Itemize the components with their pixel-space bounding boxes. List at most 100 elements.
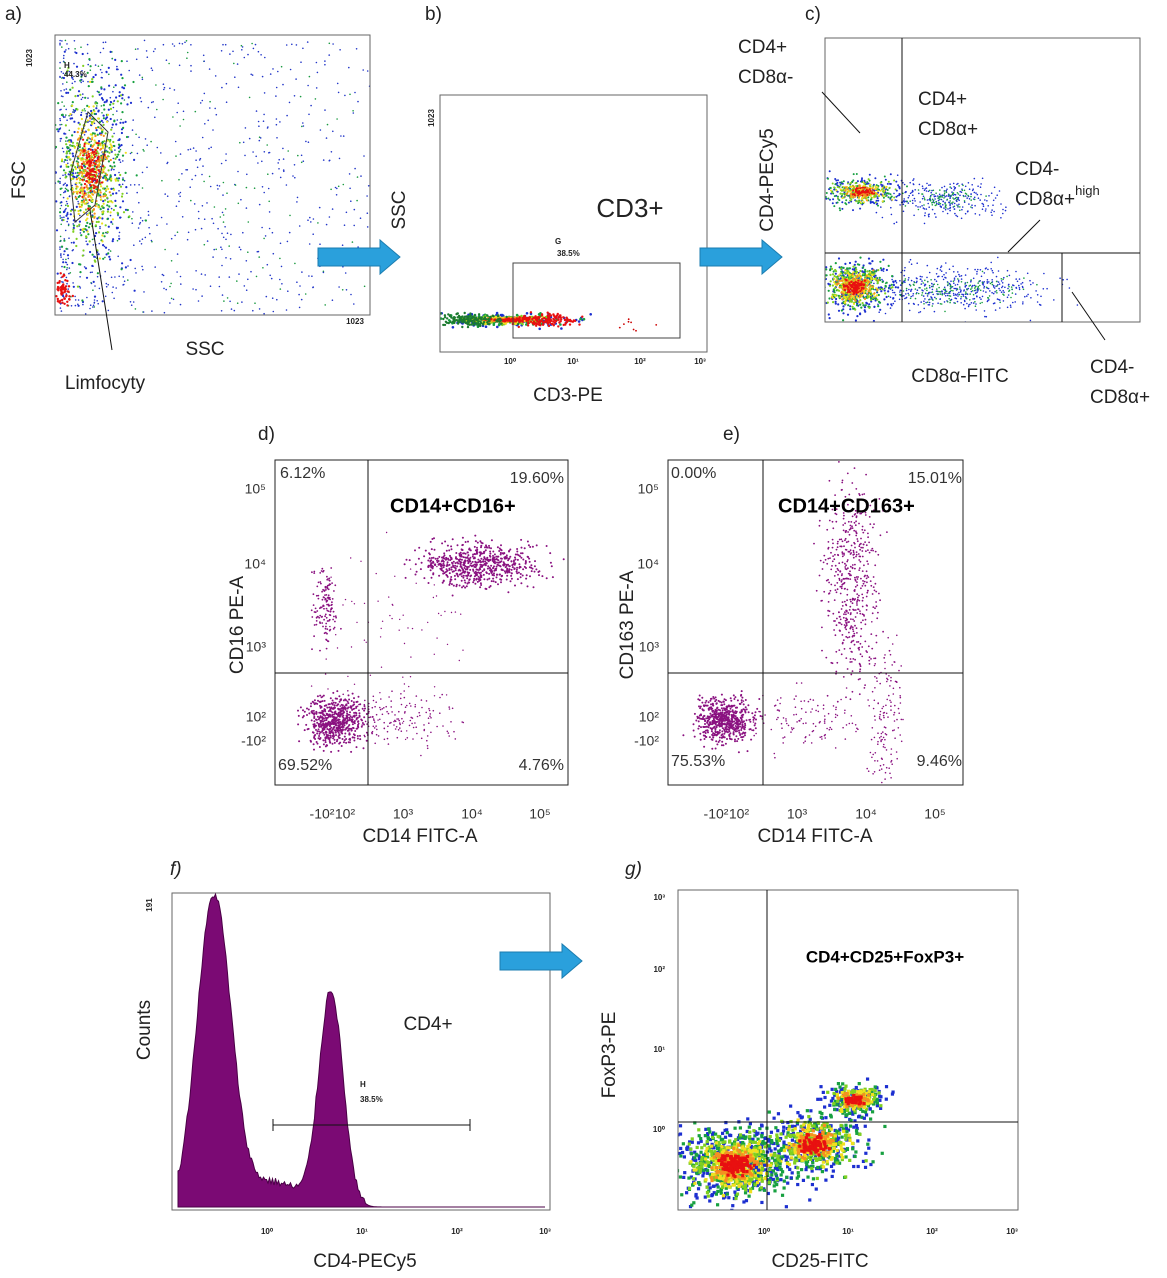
event-dot [532, 316, 536, 319]
event-dot [87, 150, 90, 153]
event-dot [68, 298, 71, 301]
event-dot [87, 195, 90, 198]
event-dot [931, 198, 934, 201]
event-dot [112, 188, 116, 191]
event-dot [477, 322, 480, 325]
event-dot [848, 267, 852, 270]
event-dot [78, 205, 81, 208]
event-dot [904, 266, 906, 269]
event-dot [950, 195, 952, 197]
event-dot [112, 113, 114, 116]
event-dot [849, 287, 852, 291]
event-dot [75, 187, 78, 190]
event-dot [357, 100, 359, 103]
event-dot [300, 298, 303, 301]
event-dot [64, 116, 66, 118]
event-dot [71, 101, 74, 104]
event-dot [93, 302, 96, 304]
event-dot [92, 120, 95, 123]
event-dot [62, 258, 64, 261]
event-dot [807, 292, 809, 294]
event-dot [154, 266, 156, 268]
event-dot [939, 198, 941, 200]
event-dot [495, 311, 499, 315]
event-dot [866, 199, 869, 202]
event-dot [89, 117, 92, 120]
event-dot [75, 28, 77, 30]
event-dot [99, 227, 101, 230]
event-dot [899, 204, 901, 206]
event-dot [849, 308, 852, 311]
event-dot [91, 122, 94, 125]
event-dot [225, 159, 227, 162]
event-dot [822, 206, 824, 208]
event-dot [247, 53, 249, 56]
event-dot [109, 174, 112, 177]
event-dot [334, 186, 337, 189]
event-dot [849, 283, 852, 286]
event-dot [251, 74, 254, 76]
event-dot [97, 126, 100, 129]
event-dot [856, 315, 859, 318]
event-dot [940, 205, 942, 208]
event-dot [917, 206, 919, 208]
event-dot [255, 110, 258, 112]
event-dot [105, 149, 107, 152]
event-dot [66, 189, 70, 192]
event-dot [116, 226, 119, 229]
event-dot [943, 190, 946, 192]
event-dot [121, 111, 124, 114]
event-dot [118, 231, 121, 234]
event-dot [844, 282, 847, 285]
event-dot [186, 51, 189, 54]
event-dot [841, 298, 844, 301]
event-dot [943, 192, 946, 194]
event-dot [114, 276, 116, 278]
event-dot [831, 202, 834, 205]
event-dot [895, 221, 898, 223]
event-dot [857, 282, 860, 285]
event-dot [72, 111, 74, 113]
event-dot [98, 162, 101, 166]
event-dot [72, 155, 75, 158]
event-dot [132, 119, 134, 121]
event-dot [133, 244, 135, 246]
event-dot [854, 266, 857, 269]
event-dot [66, 204, 70, 208]
event-dot [91, 168, 94, 171]
event-dot [237, 86, 240, 89]
event-dot [949, 204, 951, 207]
event-dot [865, 301, 868, 304]
event-dot [78, 203, 81, 206]
event-dot [875, 294, 879, 297]
event-dot [107, 252, 110, 255]
event-dot [68, 152, 71, 155]
event-dot [864, 310, 867, 313]
event-dot [852, 265, 855, 268]
event-dot [86, 43, 89, 46]
event-dot [864, 186, 867, 189]
event-dot [122, 87, 126, 90]
event-dot [119, 148, 122, 151]
event-dot [119, 216, 122, 219]
event-dot [348, 173, 351, 175]
event-dot [89, 65, 92, 68]
event-dot [146, 56, 149, 58]
event-dot [307, 84, 309, 87]
event-dot [163, 86, 166, 89]
event-dot [127, 96, 130, 99]
event-dot [91, 95, 94, 98]
event-dot [93, 187, 96, 190]
event-dot [200, 273, 203, 275]
event-dot [505, 315, 508, 319]
event-dot [330, 151, 333, 153]
event-dot [862, 304, 865, 307]
event-dot [76, 162, 79, 165]
event-dot [841, 201, 844, 204]
event-dot [65, 214, 68, 217]
event-dot [839, 188, 842, 191]
event-dot [60, 256, 62, 258]
event-dot [331, 299, 334, 302]
event-dot [66, 263, 69, 266]
event-dot [108, 140, 111, 143]
